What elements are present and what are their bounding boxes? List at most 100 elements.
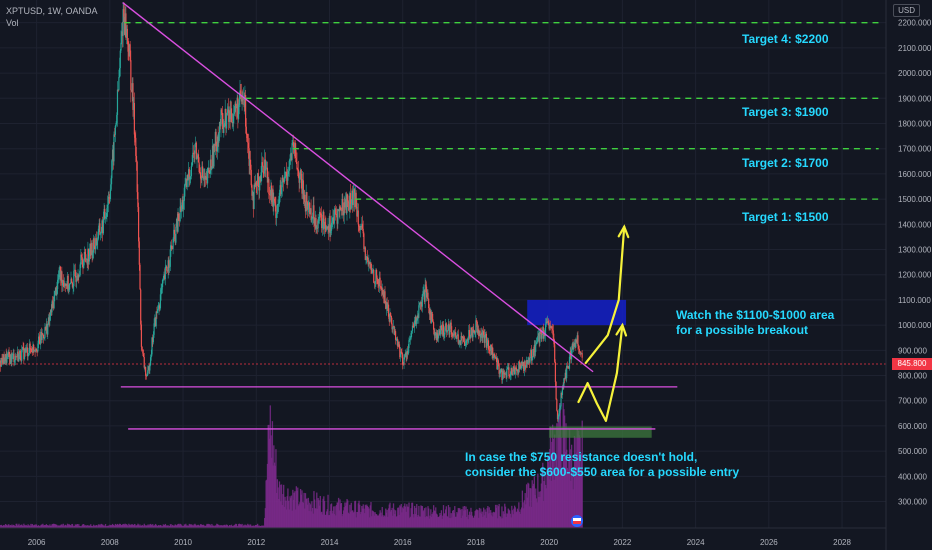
volume-bar: [19, 525, 22, 528]
candle-body: [376, 277, 378, 280]
candle-body: [165, 266, 167, 268]
volume-bar: [389, 502, 391, 528]
volume-bar: [59, 525, 61, 528]
time-tick-label: 2018: [467, 538, 485, 547]
volume-bar: [566, 449, 568, 528]
candle-body: [534, 344, 536, 353]
volume-bar: [90, 524, 92, 528]
candle-body: [111, 149, 114, 161]
candle-body: [539, 329, 541, 343]
volume-bar: [384, 516, 386, 528]
candle-body: [319, 211, 321, 214]
volume-bar: [92, 526, 94, 528]
candle-body: [194, 144, 196, 154]
candle-body: [270, 185, 272, 196]
volume-bar: [347, 512, 350, 528]
volume-bar: [494, 511, 496, 528]
candle-body: [410, 333, 412, 339]
candle-body: [463, 341, 466, 346]
volume-bar: [199, 524, 202, 528]
candle-body: [560, 392, 562, 407]
candle-body: [68, 289, 70, 291]
candle-body: [82, 264, 84, 269]
candle-body: [268, 194, 271, 196]
volume-bar: [442, 515, 444, 528]
volume-bar: [416, 516, 419, 528]
volume-bar: [164, 524, 166, 528]
volume-bar: [382, 515, 384, 528]
volume-indicator-label[interactable]: Vol: [6, 18, 19, 28]
currency-badge[interactable]: USD: [893, 4, 920, 17]
time-tick-label: 2014: [321, 538, 339, 547]
candle-body: [181, 199, 183, 206]
price-tick-label: 900.000: [898, 346, 927, 355]
volume-bar: [268, 424, 270, 528]
candle-body: [280, 185, 282, 195]
volume-bar: [254, 525, 257, 528]
volume-bar: [414, 513, 416, 528]
candle-body: [359, 226, 361, 231]
candle-body: [390, 315, 392, 324]
candle-body: [5, 353, 7, 363]
candle-body: [190, 176, 192, 178]
candle-body: [492, 347, 494, 359]
volume-bar: [365, 505, 367, 528]
candle-body: [495, 356, 497, 358]
volume-bar: [82, 524, 84, 528]
candle-body: [323, 221, 326, 229]
volume-bar: [137, 523, 139, 528]
volume-bar: [551, 424, 554, 528]
candle-body: [93, 238, 95, 247]
volume-bar: [198, 526, 200, 528]
volume-bar: [314, 499, 316, 528]
candle-body: [554, 344, 556, 362]
candle-body: [513, 366, 515, 368]
candle-body: [196, 158, 198, 160]
candle-body: [425, 284, 427, 287]
volume-bar: [27, 524, 29, 528]
candle-body: [323, 211, 325, 229]
volume-bar: [168, 526, 170, 528]
volume-bar: [385, 508, 387, 528]
volume-bar: [334, 506, 336, 528]
candle-body: [291, 143, 293, 161]
candle-body: [179, 206, 181, 221]
candle-body: [426, 292, 428, 298]
symbol-title[interactable]: XPTUSD, 1W, OANDA: [6, 6, 98, 16]
candle-body: [95, 238, 97, 250]
candle-body: [91, 242, 93, 259]
volume-bar: [447, 504, 450, 528]
candle-body: [202, 166, 204, 177]
candle-body: [268, 178, 270, 195]
volume-bar: [126, 524, 128, 528]
volume-bar: [356, 511, 358, 528]
candle-body: [191, 161, 193, 167]
volume-bar: [405, 511, 407, 528]
candle-body: [337, 209, 340, 211]
candle-body: [497, 360, 499, 370]
volume-bar: [402, 508, 405, 528]
candle-body: [76, 279, 78, 282]
volume-bar: [393, 509, 395, 528]
volume-bar: [517, 510, 519, 528]
candle-body: [38, 336, 40, 339]
candle-body: [243, 97, 245, 108]
candle-body: [264, 159, 266, 174]
volume-bar: [37, 525, 39, 528]
candle-body: [515, 367, 517, 369]
candle-body: [21, 347, 24, 350]
candle-body: [7, 353, 9, 356]
candle-body: [378, 284, 380, 287]
volume-bar: [33, 524, 36, 528]
volume-bar: [486, 508, 488, 528]
volume-bar: [114, 523, 117, 528]
candle-body: [146, 374, 148, 376]
volume-bar: [241, 523, 243, 528]
volume-bar: [214, 526, 216, 528]
volume-bar: [432, 512, 434, 528]
projection-arrow-head-1: [617, 224, 630, 239]
candle-body: [35, 349, 38, 351]
candle-body: [387, 304, 390, 317]
candle-body: [149, 365, 151, 371]
